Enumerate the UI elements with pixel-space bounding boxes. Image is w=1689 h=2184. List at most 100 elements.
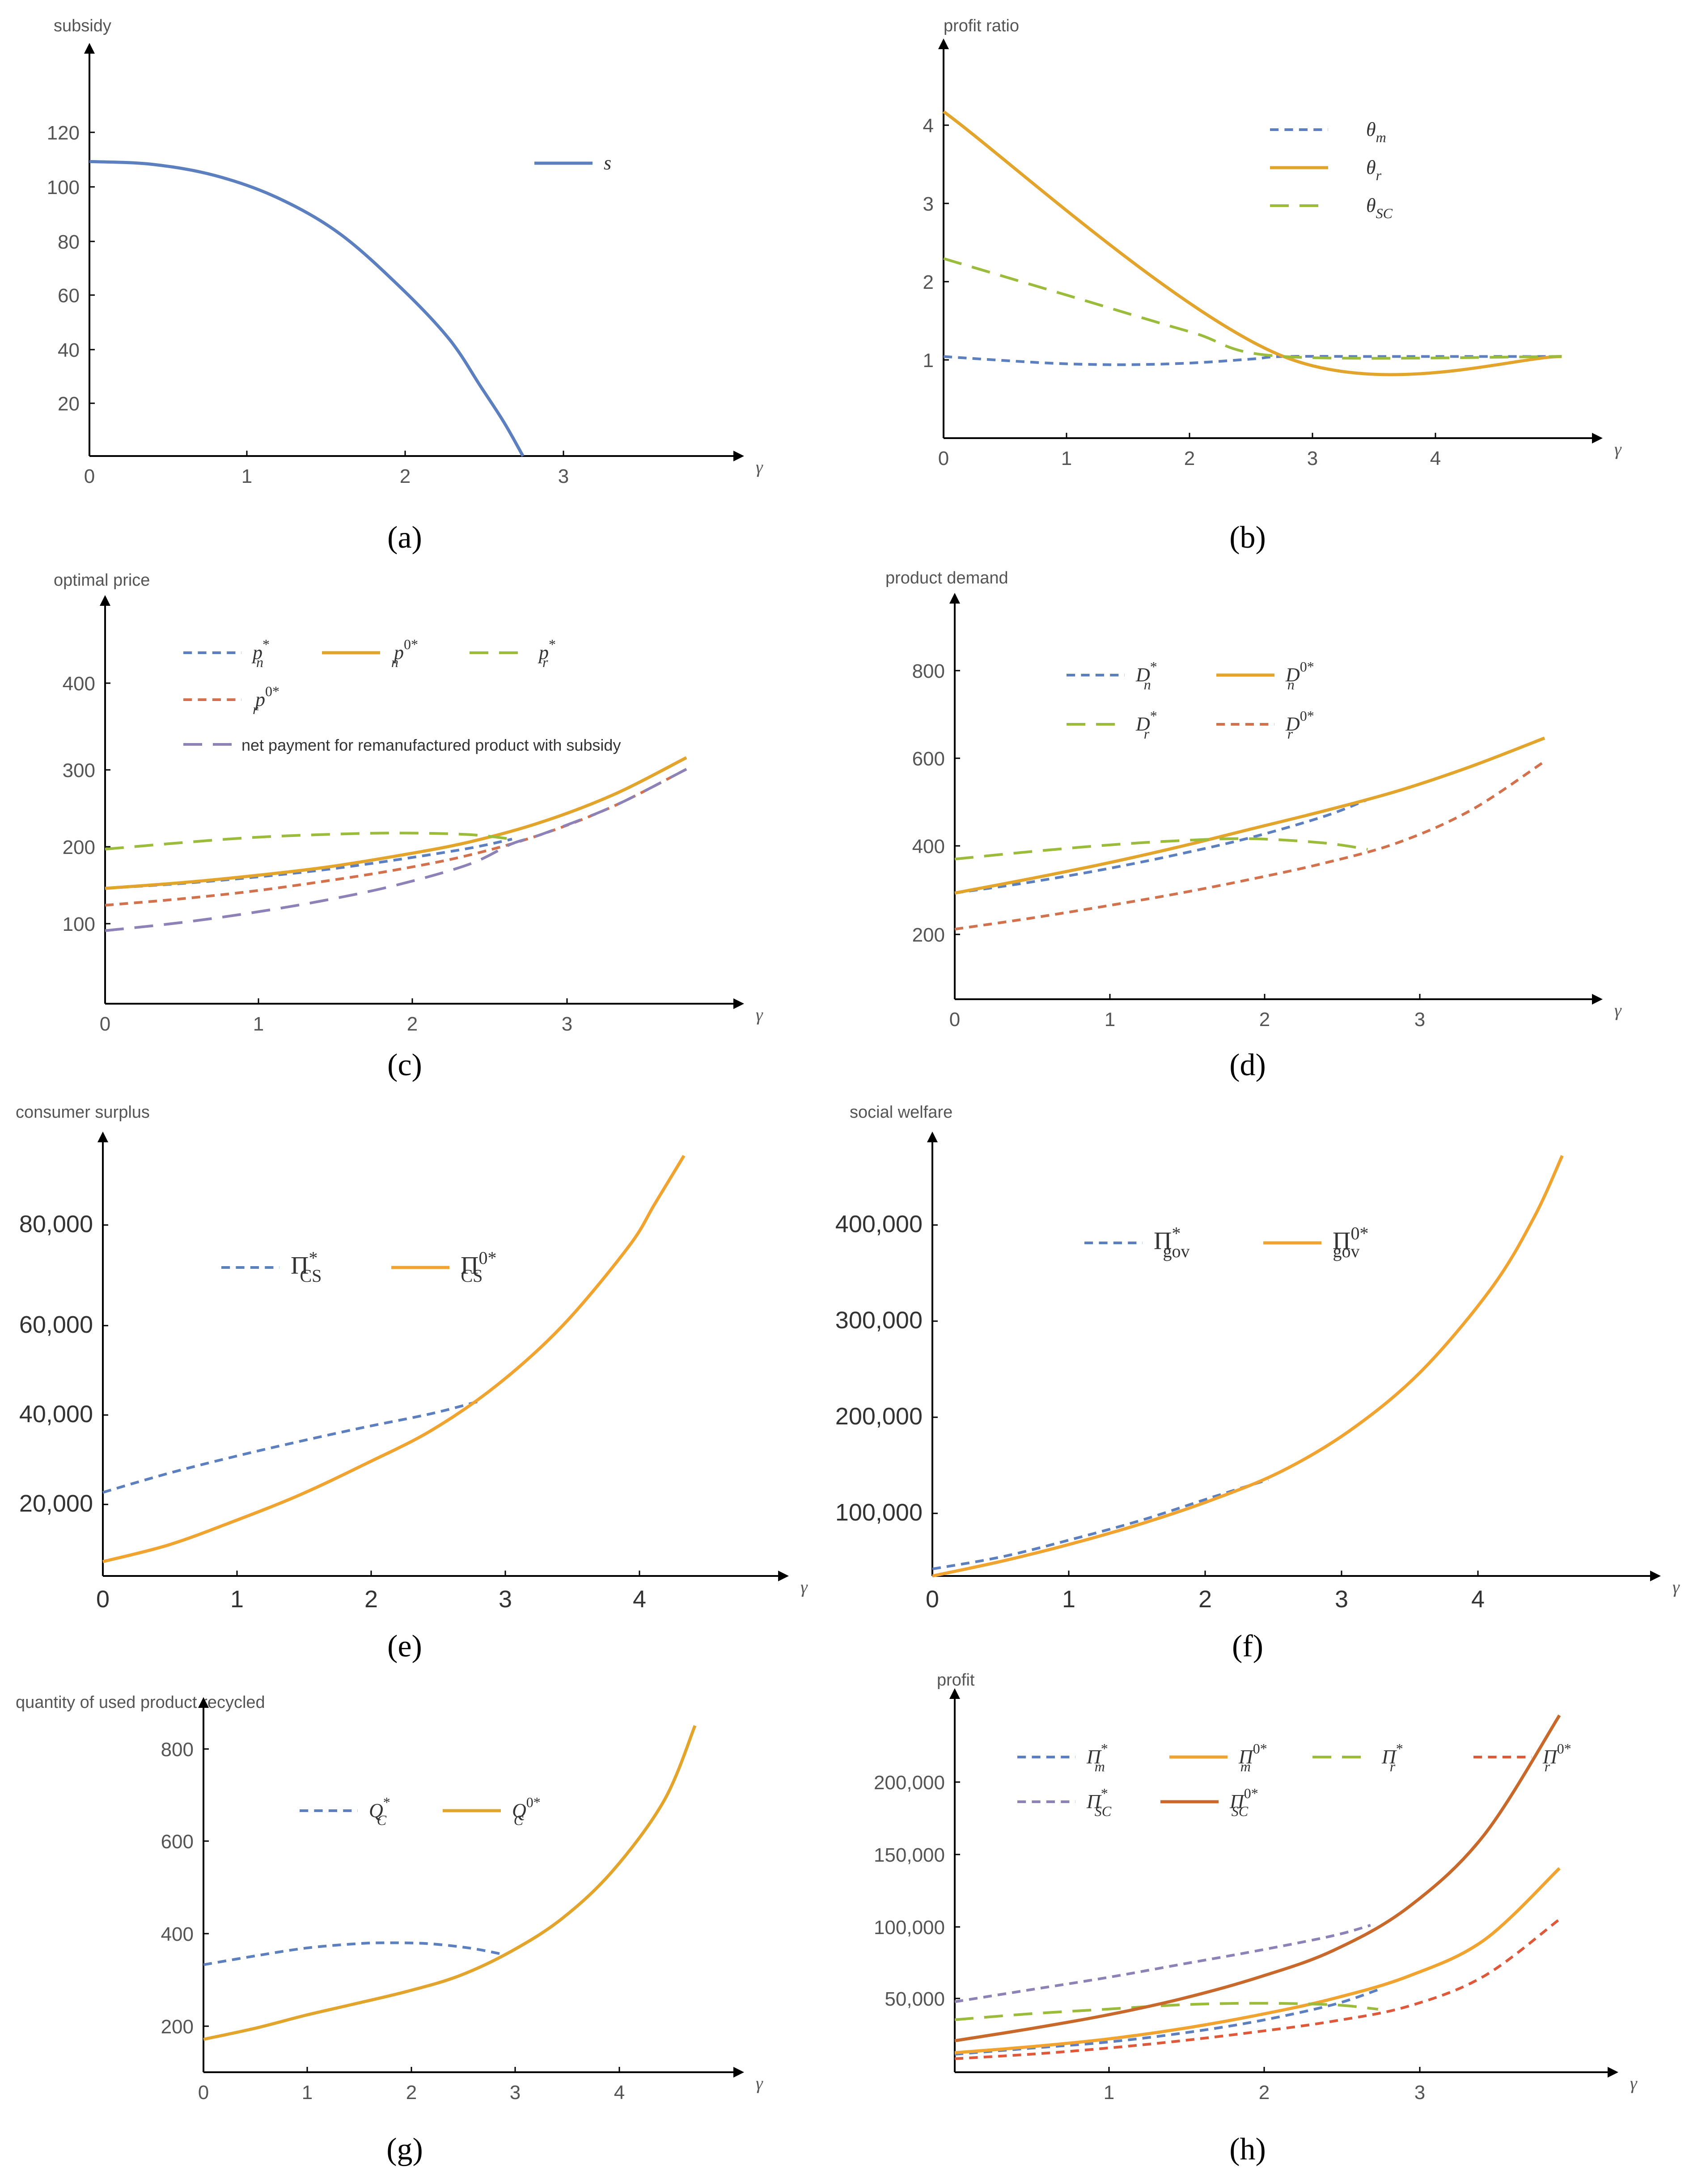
panel-caption: (g) xyxy=(386,2132,423,2167)
x-axis-symbol: γ xyxy=(1614,439,1622,459)
x-tick-label: 0 xyxy=(926,1586,939,1613)
legend-label: θr xyxy=(1366,156,1382,183)
x-tick-label: 1 xyxy=(253,1013,264,1035)
x-axis-symbol: γ xyxy=(1672,1577,1680,1597)
y-tick-label: 150,000 xyxy=(874,1844,945,1866)
y-tick-label: 200,000 xyxy=(835,1403,923,1430)
series-line xyxy=(932,1155,1564,1578)
series-line xyxy=(105,768,687,932)
panel-caption: (a) xyxy=(387,520,422,555)
y-tick-label: 400 xyxy=(912,836,945,858)
y-tick-label: 80,000 xyxy=(19,1211,93,1238)
x-tick-label: 2 xyxy=(1198,1586,1212,1613)
y-tick-label: 40 xyxy=(58,339,80,361)
legend-label: Q0* C xyxy=(512,1794,541,1828)
y-tick-label: 200 xyxy=(63,836,95,858)
panel-g: quantity of used product recycled (g) γ 0 1 2… xyxy=(16,1693,763,2167)
y-tick-label: 120 xyxy=(47,122,80,144)
series-line xyxy=(954,798,1368,895)
legend-label: Π* r xyxy=(1381,1740,1403,1774)
x-tick-label: 0 xyxy=(96,1586,110,1613)
x-tick-label: 0 xyxy=(938,448,949,469)
panel-title: profit ratio xyxy=(944,17,1019,35)
x-axis-symbol: γ xyxy=(756,2073,763,2093)
x-axis-arrow xyxy=(1592,433,1603,444)
x-tick-label: 2 xyxy=(400,465,411,487)
series-line xyxy=(954,736,1545,895)
y-tick-label: 200,000 xyxy=(874,1772,945,1794)
y-tick-label: 400 xyxy=(63,673,95,695)
y-tick-label: 50,000 xyxy=(885,1988,945,2010)
legend-label: D* n xyxy=(1135,659,1157,693)
panel-title: profit xyxy=(937,1671,975,1690)
panel-caption: (b) xyxy=(1229,520,1266,555)
x-tick-label: 3 xyxy=(558,465,569,487)
legend-label: D0* n xyxy=(1285,659,1314,693)
y-axis-arrow xyxy=(927,1132,938,1142)
y-axis-arrow xyxy=(97,1132,108,1142)
y-tick-label: 800 xyxy=(912,660,945,682)
series-line xyxy=(932,1478,1269,1571)
x-tick-label: 4 xyxy=(1471,1586,1485,1613)
y-tick-label: 200 xyxy=(161,2016,194,2038)
y-tick-label: 60 xyxy=(58,285,80,307)
x-axis-arrow xyxy=(1608,2067,1618,2078)
legend-label: Q* C xyxy=(369,1794,390,1828)
x-tick-label: 1 xyxy=(1105,1009,1115,1031)
x-axis-arrow xyxy=(1650,1571,1661,1581)
x-axis-symbol: γ xyxy=(756,1005,763,1025)
x-tick-label: 4 xyxy=(614,2082,625,2104)
y-tick-label: 20 xyxy=(58,393,80,415)
series-line xyxy=(105,768,687,907)
y-tick-label: 100,000 xyxy=(874,1917,945,1939)
legend-label: net payment for remanufactured product w… xyxy=(241,736,621,754)
x-axis-symbol: γ xyxy=(1614,1000,1622,1020)
series-line xyxy=(203,1725,697,2041)
panel-f: social welfare (f) γ 0 1 2 3 4 100,000 200,000 300… xyxy=(835,1103,1680,1664)
series-line xyxy=(203,1941,501,1966)
x-tick-label: 3 xyxy=(1335,1586,1348,1613)
panel-title: consumer surplus xyxy=(16,1103,150,1122)
x-axis-symbol: γ xyxy=(800,1577,808,1597)
legend-label: Π* gov xyxy=(1154,1223,1189,1261)
series-line xyxy=(954,760,1545,931)
y-tick-label: 400 xyxy=(161,1923,194,1945)
legend-label: Π0* SC xyxy=(1229,1785,1258,1819)
y-tick-label: 300 xyxy=(63,760,95,782)
x-tick-label: 0 xyxy=(84,465,95,487)
y-axis-arrow xyxy=(949,1688,960,1699)
panel-caption: (e) xyxy=(387,1629,422,1664)
y-tick-label: 100 xyxy=(63,913,95,935)
series-line xyxy=(954,1918,1561,2060)
legend-label: D0* r xyxy=(1285,708,1314,742)
x-tick-label: 1 xyxy=(1061,448,1072,469)
x-axis-symbol: γ xyxy=(1630,2073,1638,2093)
legend-label: Π* SC xyxy=(1086,1785,1112,1819)
panel-caption: (d) xyxy=(1229,1048,1266,1082)
x-tick-label: 4 xyxy=(633,1586,646,1613)
legend-label: p0* r xyxy=(253,683,279,717)
panel-c: optimal price (c) γ 0 1 2 3 100 200 300 400 p* n p0* n… xyxy=(54,571,763,1082)
series-line xyxy=(954,837,1368,861)
x-tick-label: 4 xyxy=(1430,448,1441,469)
series-line xyxy=(102,1155,686,1563)
y-tick-label: 20,000 xyxy=(19,1490,93,1517)
series-line xyxy=(943,257,1562,360)
x-tick-label: 2 xyxy=(364,1586,378,1613)
x-tick-label: 0 xyxy=(100,1013,110,1035)
x-tick-label: 2 xyxy=(407,1013,418,1035)
legend-label: Π0* m xyxy=(1238,1740,1267,1774)
series-line xyxy=(954,1988,1379,2056)
legend-label: Π0* r xyxy=(1542,1740,1571,1774)
x-tick-label: 3 xyxy=(562,1013,572,1035)
x-tick-label: 2 xyxy=(1259,2082,1270,2104)
x-tick-label: 0 xyxy=(949,1009,960,1031)
legend-label: Π0* CS xyxy=(461,1248,496,1286)
legend-label: s xyxy=(604,152,611,174)
x-tick-label: 1 xyxy=(1104,2082,1114,2104)
legend-label: p0* n xyxy=(391,636,418,670)
y-tick-label: 1 xyxy=(923,350,934,372)
legend-label: p* n xyxy=(251,636,270,670)
y-tick-label: 80 xyxy=(58,231,80,253)
legend-label: Π* CS xyxy=(291,1248,322,1286)
